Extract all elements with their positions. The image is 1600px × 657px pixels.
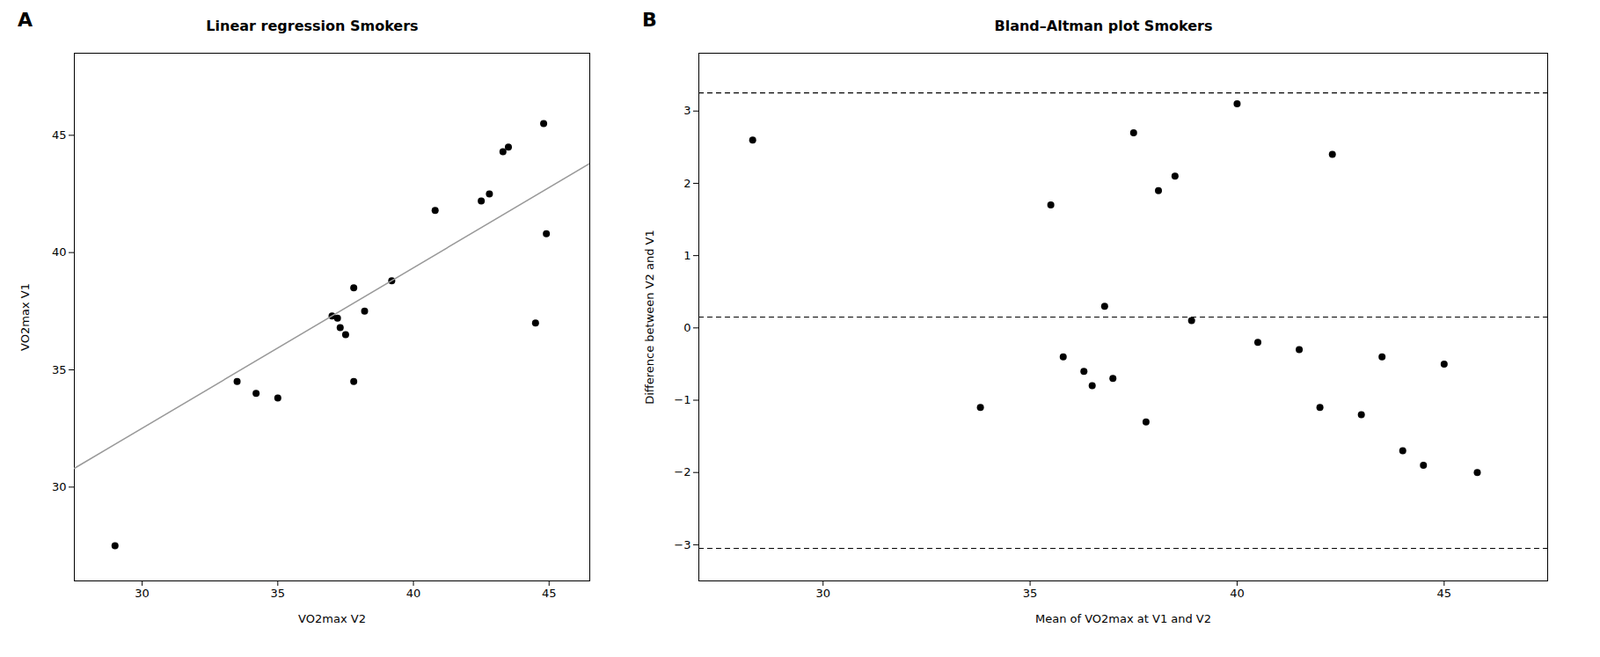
svg-text:VO2max V2: VO2max V2 — [298, 612, 366, 626]
svg-text:35: 35 — [51, 363, 67, 377]
svg-text:−2: −2 — [673, 465, 691, 479]
svg-text:35: 35 — [270, 586, 286, 600]
html-text:Linear regression Smokers: Linear regression Smokers — [206, 17, 419, 35]
svg-text:40: 40 — [406, 586, 422, 600]
svg-text:45: 45 — [541, 586, 557, 600]
svg-text:45: 45 — [1437, 586, 1453, 600]
svg-text:35: 35 — [1022, 586, 1038, 600]
svg-text:30: 30 — [51, 480, 67, 494]
html-text:B: B — [642, 8, 657, 31]
svg-text:1: 1 — [683, 248, 691, 263]
svg-text:40: 40 — [51, 245, 67, 259]
html-text:A: A — [17, 8, 33, 31]
svg-text:−1: −1 — [673, 393, 691, 407]
svg-text:Mean of VO2max at V1 and V2: Mean of VO2max at V1 and V2 — [1035, 612, 1212, 626]
svg-text:3: 3 — [683, 103, 691, 117]
svg-text:2: 2 — [683, 176, 691, 190]
svg-text:0: 0 — [683, 321, 691, 335]
svg-text:30: 30 — [815, 586, 831, 600]
svg-text:30: 30 — [134, 586, 150, 600]
html-text:Bland–Altman plot Smokers: Bland–Altman plot Smokers — [994, 17, 1213, 35]
svg-text:Difference between V2 and V1: Difference between V2 and V1 — [642, 229, 657, 405]
svg-text:45: 45 — [51, 128, 67, 142]
svg-text:40: 40 — [1229, 586, 1245, 600]
svg-text:VO2max V1: VO2max V1 — [18, 283, 32, 351]
svg-text:−3: −3 — [673, 538, 691, 552]
